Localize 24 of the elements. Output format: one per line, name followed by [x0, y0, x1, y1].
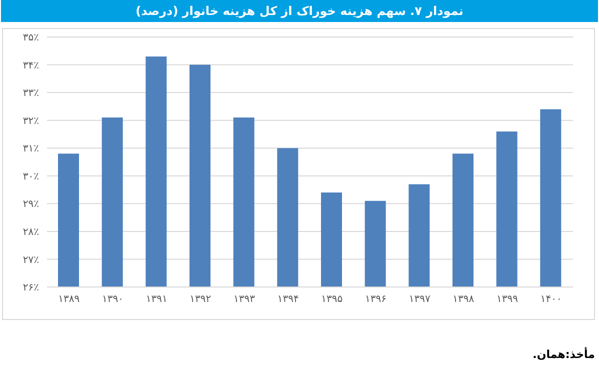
y-tick-label: ۳۰٪: [22, 171, 39, 182]
text: مأخذ:همان.: [532, 348, 595, 361]
x-tick-label: ۱۳۹۴: [277, 294, 299, 306]
x-tick-label: ۱۴۰۰: [540, 294, 562, 306]
x-tick-label: ۱۳۹۸: [452, 294, 475, 306]
x-tick-label: ۱۳۹۳: [234, 294, 256, 306]
y-tick-label: ۳۲٪: [22, 116, 39, 127]
x-tick-label: ۱۳۹۰: [102, 294, 124, 306]
y-tick-label: ۲۹٪: [22, 199, 39, 210]
y-tick-label: ۲۷٪: [22, 254, 39, 266]
x-tick-label: ۱۳۹۲: [190, 294, 212, 306]
chart-title: نمودار ۷. سهم هزینه خوراک از کل هزینه خانوار (درصد): [1, 0, 598, 22]
y-tick-label: ۳۴٪: [22, 60, 39, 72]
y-tick-label: ۳۳٪: [22, 88, 39, 100]
x-tick-label: ۱۳۹۷: [408, 294, 431, 306]
x-tick-label: ۱۳۸۹: [58, 294, 80, 306]
y-tick-label: ۳۱٪: [22, 144, 39, 155]
x-tick-label: ۱۳۹۶: [365, 294, 386, 306]
y-tick-label: ۳۵٪: [22, 32, 39, 44]
x-tick-label: ۱۳۹۵: [321, 294, 343, 306]
y-tick-label: ۲۶٪: [22, 282, 39, 294]
x-tick-label: ۱۳۹۱: [146, 294, 168, 306]
y-tick-label: ۲۸٪: [22, 226, 39, 238]
x-tick-label: ۱۳۹۹: [496, 294, 518, 306]
